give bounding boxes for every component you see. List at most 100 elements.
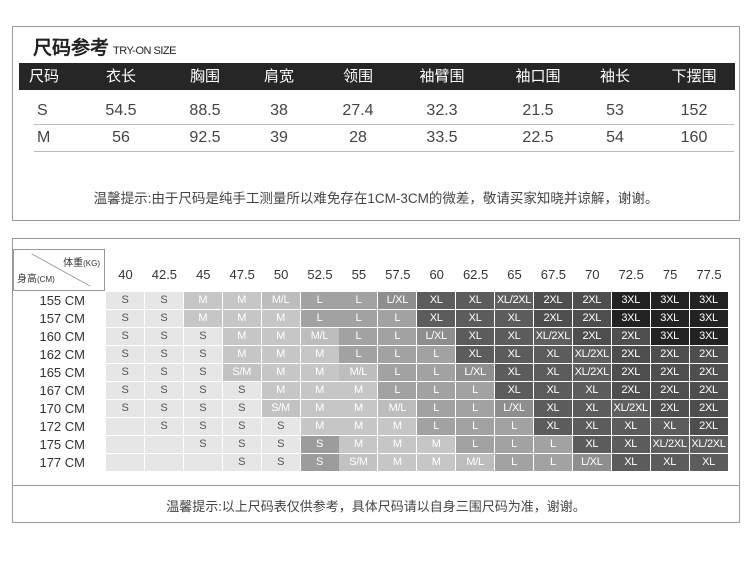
size-cell: M xyxy=(300,418,339,435)
size-cell xyxy=(106,418,144,435)
size-cell: XL xyxy=(533,346,572,363)
weight-label: 体重(KG) xyxy=(63,254,100,269)
size-cell: L xyxy=(378,310,417,327)
size-cell: L xyxy=(533,436,572,453)
size-cell: L xyxy=(339,292,378,309)
size-cell: L/XL xyxy=(495,400,533,417)
table-cell: 152 xyxy=(680,102,708,119)
size-table-note: 温馨提示:由于尺码是纯手工测量所以难免存在1CM-3CM的微差，敬请买家知晓并谅… xyxy=(93,191,659,206)
size-cell: XL xyxy=(495,310,533,327)
size-cell: XL xyxy=(611,436,650,453)
size-cell: 2XL xyxy=(533,292,572,309)
size-cell: L xyxy=(339,328,378,345)
table-cell: 33.5 xyxy=(426,129,458,146)
size-cell: M xyxy=(261,310,300,327)
height-label: 身高(CM) xyxy=(17,270,55,285)
size-cell: XL xyxy=(533,364,572,381)
table-cell: 38 xyxy=(270,102,288,119)
size-cell: S xyxy=(144,292,183,309)
size-cell: S xyxy=(183,364,222,381)
size-cell: XL xyxy=(533,400,572,417)
column-header: 下摆围 xyxy=(671,68,717,85)
table-cell: 88.5 xyxy=(189,102,221,119)
size-cell: M xyxy=(300,364,339,381)
size-cell: XL/2XL xyxy=(572,364,611,381)
size-cell: 2XL xyxy=(650,364,689,381)
size-table-title: 尺码参考 TRY-ON SIZE xyxy=(33,33,176,60)
size-cell: 2XL xyxy=(689,364,728,381)
size-cell: M/L xyxy=(378,400,417,417)
size-cell: 3XL xyxy=(611,292,650,309)
weight-header: 75 xyxy=(662,267,678,282)
size-cell: 2XL xyxy=(689,382,728,399)
size-cell: XL xyxy=(611,454,650,471)
table-row: S 54.5 88.5 38 27.4 32.3 21.5 53 152 xyxy=(34,97,734,125)
size-cell: M xyxy=(339,418,378,435)
size-cell: M xyxy=(300,382,339,399)
weight-header: 45 xyxy=(196,267,211,282)
size-cell: 3XL xyxy=(650,310,689,327)
size-cell: M xyxy=(339,400,378,417)
size-cell: XL xyxy=(650,454,689,471)
size-cell: 2XL xyxy=(533,310,572,327)
divider xyxy=(13,485,739,486)
size-cell: S xyxy=(222,454,261,471)
size-cell: M/L xyxy=(300,328,339,345)
size-cell: 3XL xyxy=(650,292,689,309)
size-cell: S xyxy=(144,382,183,399)
size-cell: 2XL xyxy=(689,400,728,417)
size-cell: S xyxy=(222,382,261,399)
weight-header: 67.5 xyxy=(540,267,567,282)
size-cell: S xyxy=(261,436,300,453)
size-cell xyxy=(144,454,183,471)
size-cell: M xyxy=(300,346,339,363)
height-header: 172 CM xyxy=(39,419,85,434)
size-cell: XL xyxy=(417,310,456,327)
size-cell xyxy=(144,436,183,453)
size-cell: S/M xyxy=(339,454,378,471)
column-header: 肩宽 xyxy=(263,68,295,85)
size-cell: XL xyxy=(456,292,495,309)
size-cell: XL xyxy=(689,454,728,471)
table-cell: 28 xyxy=(349,129,367,146)
size-cell: S xyxy=(144,328,183,345)
size-cell: XL xyxy=(417,292,456,309)
weight-header: 50 xyxy=(273,267,289,282)
size-cell: S xyxy=(261,454,300,471)
size-cell: XL/2XL xyxy=(495,292,533,309)
size-cell: M xyxy=(339,436,378,453)
size-cell: XL xyxy=(572,418,611,435)
size-cell: XL/2XL xyxy=(650,436,689,453)
size-cell: 3XL xyxy=(611,310,650,327)
size-cell: S xyxy=(300,436,339,453)
size-cell: L xyxy=(495,454,533,471)
table-cell: S xyxy=(37,102,48,119)
height-header: 160 CM xyxy=(39,329,85,344)
title-subtitle: TRY-ON SIZE xyxy=(113,45,176,57)
size-cell: L xyxy=(417,346,456,363)
table-cell: 21.5 xyxy=(522,102,554,119)
table-cell: M xyxy=(37,129,51,146)
size-cell: M/L xyxy=(261,292,300,309)
size-cell: S xyxy=(183,418,222,435)
weight-header: 62.5 xyxy=(462,267,489,282)
table-cell: 54 xyxy=(606,129,624,146)
size-cell: L xyxy=(533,454,572,471)
size-cell: M xyxy=(417,454,456,471)
size-cell: M xyxy=(378,436,417,453)
recommend-note: 温馨提示:以上尺码表仅供参考，具体尺码请以自身三围尺码为准，谢谢。 xyxy=(166,499,586,514)
size-cell: M xyxy=(261,364,300,381)
size-cell: XL/2XL xyxy=(689,436,728,453)
size-cell: S xyxy=(183,436,222,453)
size-cell: M xyxy=(378,418,417,435)
table-cell: 92.5 xyxy=(189,129,221,146)
size-cell: XL/2XL xyxy=(611,400,650,417)
height-unit: (CM) xyxy=(37,275,55,284)
size-cell: XL/2XL xyxy=(572,346,611,363)
corner-header: 体重(KG) 身高(CM) xyxy=(13,249,105,291)
size-cell: XL xyxy=(650,418,689,435)
size-cell: XL xyxy=(456,310,495,327)
size-cell: S xyxy=(106,328,144,345)
column-header: 尺码 xyxy=(29,68,60,85)
height-header: 162 CM xyxy=(39,347,85,362)
